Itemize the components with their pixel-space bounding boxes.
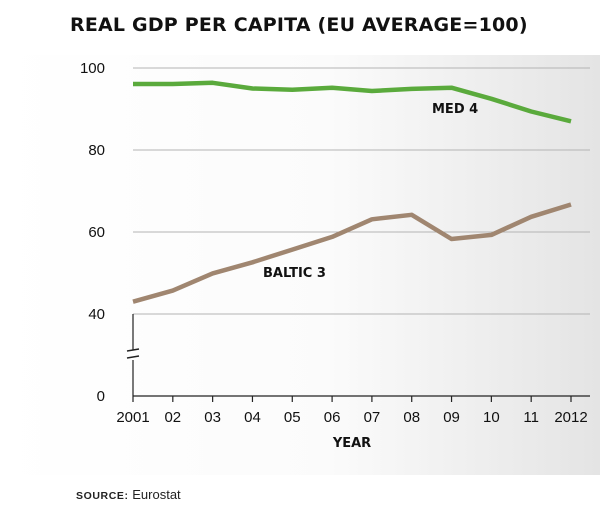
y-tick-label: 60 [88, 224, 105, 241]
axes [126, 314, 572, 402]
x-tick-label: 07 [364, 409, 381, 426]
gridlines [133, 67, 590, 397]
plot-background [0, 55, 600, 475]
series-line-med-4 [133, 80, 572, 124]
chart-labels: 0 40 60 80 100 2001 02 03 04 05 06 07 08 09 10 11 2012 YE… [80, 60, 588, 451]
chart-title: REAL GDP PER CAPITA (EU AVERAGE=100) [70, 14, 528, 36]
source-note: SOURCE: Eurostat [76, 487, 181, 502]
series-label-baltic-3: BALTIC 3 [263, 266, 326, 281]
x-tick-label: 05 [284, 409, 301, 426]
x-tick-label: 2012 [554, 409, 587, 426]
y-tick-label: 40 [88, 306, 105, 323]
axis-break-gap [129, 350, 137, 360]
x-tick-label: 04 [244, 409, 261, 426]
x-tick-label: 08 [403, 409, 420, 426]
series-line-baltic-3 [132, 202, 572, 304]
source-text: Eurostat [132, 487, 181, 502]
y-tick-label: 100 [80, 60, 105, 77]
x-tick-label: 10 [483, 409, 500, 426]
x-tick-label: 2001 [116, 409, 149, 426]
y-tick-label: 80 [88, 142, 105, 159]
x-tick-label: 03 [204, 409, 221, 426]
x-tick-label: 11 [523, 409, 539, 426]
x-tick-label: 02 [164, 409, 181, 426]
x-axis-title: YEAR [332, 436, 371, 451]
axis-break-mark [126, 348, 140, 359]
y-tick-label: 0 [97, 388, 105, 405]
series-label-med-4: MED 4 [432, 102, 478, 117]
x-tick-label: 06 [324, 409, 341, 426]
source-label: SOURCE: [76, 490, 129, 502]
x-tick-label: 09 [443, 409, 460, 426]
series-lines [132, 80, 572, 304]
